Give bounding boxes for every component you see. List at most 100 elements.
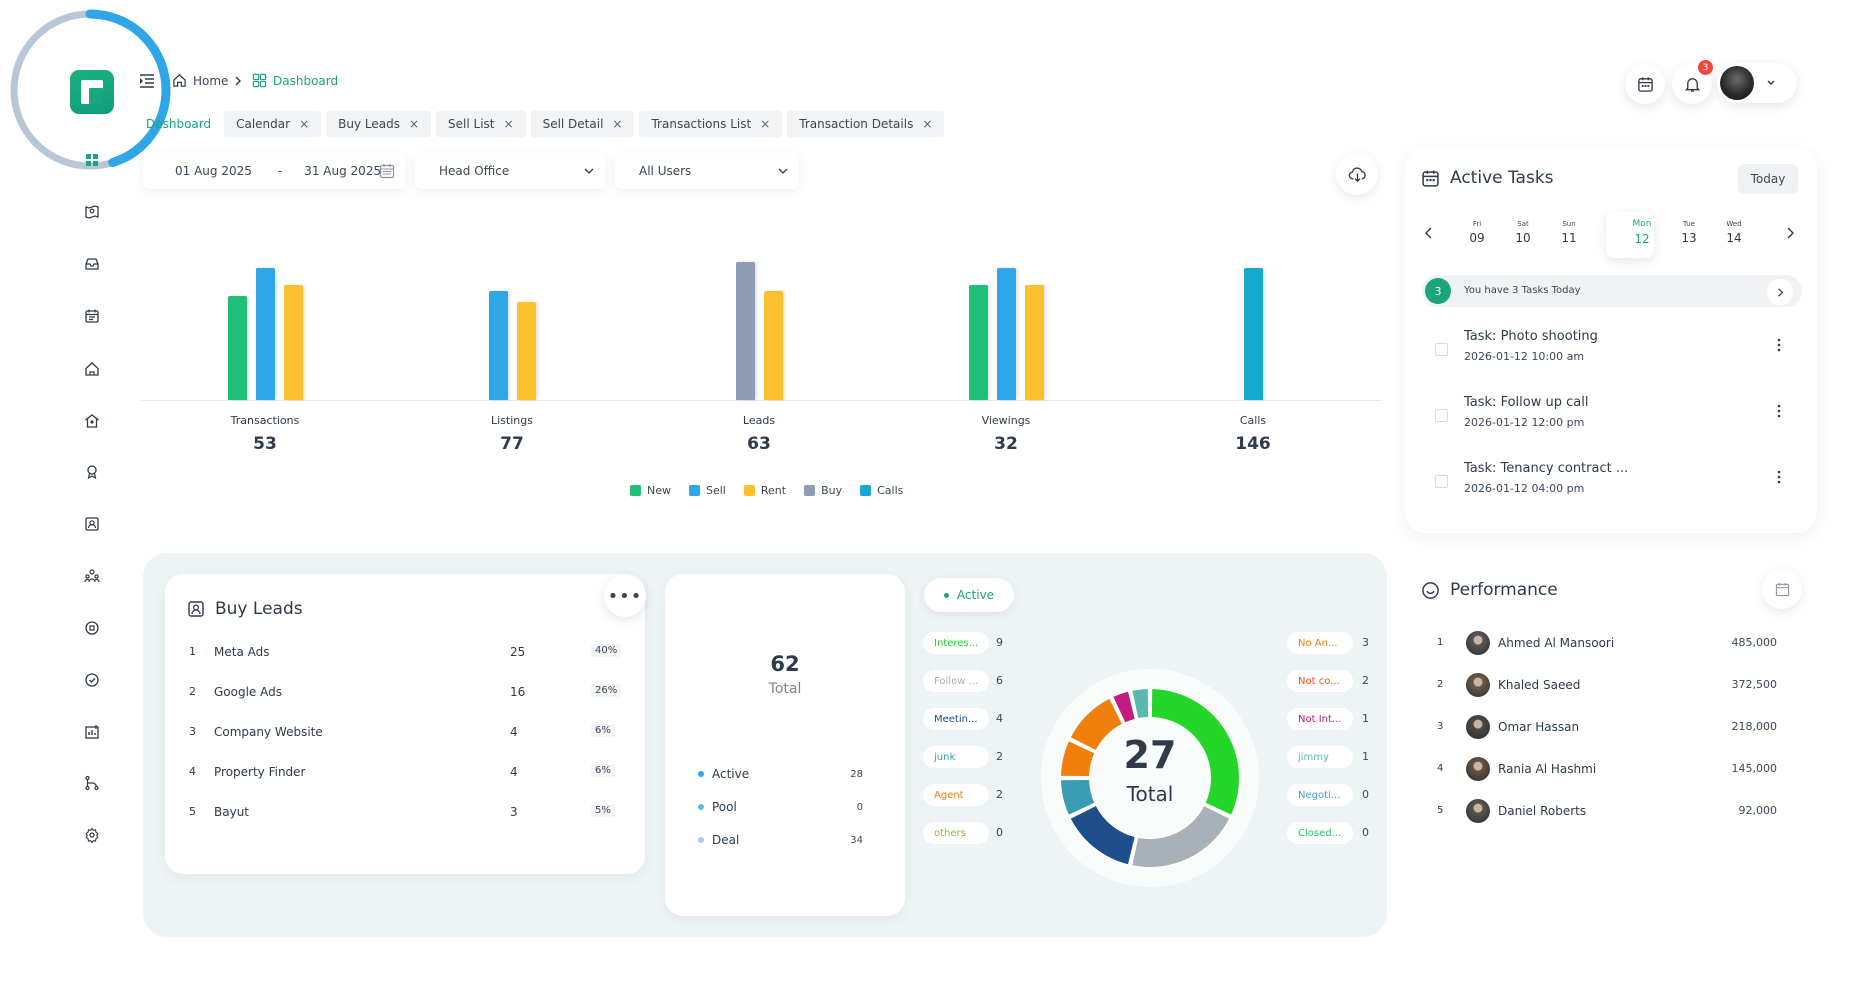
task-checkbox[interactable] <box>1435 475 1448 488</box>
menu-toggle-icon[interactable] <box>139 73 155 89</box>
status-pill[interactable]: No An... <box>1287 632 1353 654</box>
report-icon[interactable] <box>84 724 100 740</box>
date-range-filter[interactable]: 01 Aug 2025 - 31 Aug 2025 <box>143 153 405 189</box>
tasks-banner-arrow[interactable] <box>1767 279 1793 305</box>
buy-lead-row[interactable]: 5 Bayut 3 5% <box>187 804 627 825</box>
tab-transaction-details[interactable]: Transaction Details × <box>787 111 945 137</box>
legend-swatch <box>860 485 872 496</box>
property-icon[interactable] <box>84 413 100 429</box>
status-pill[interactable]: Closed... <box>1287 822 1353 844</box>
chevron-right-icon[interactable] <box>1784 226 1796 240</box>
close-icon[interactable]: × <box>503 117 514 131</box>
task-time: 10:00 am <box>1531 350 1585 363</box>
buy-lead-row[interactable]: 3 Company Website 4 6% <box>187 724 627 745</box>
performance-date-button[interactable] <box>1762 569 1802 609</box>
more-options-button[interactable]: ••• <box>604 575 646 617</box>
office-select[interactable]: Head Office <box>415 153 605 189</box>
close-icon[interactable]: × <box>922 117 933 131</box>
chevron-left-icon[interactable] <box>1423 226 1435 240</box>
status-pill[interactable]: Interes... <box>923 632 989 654</box>
breadcrumb-home[interactable]: Home <box>172 73 228 88</box>
status-pill[interactable]: Follow ... <box>923 670 989 692</box>
chevron-down-icon[interactable] <box>1765 78 1777 88</box>
close-icon[interactable]: × <box>760 117 771 131</box>
team-icon[interactable] <box>84 568 100 584</box>
task-checkbox[interactable] <box>1435 343 1448 356</box>
inbox-icon[interactable] <box>84 256 100 272</box>
buy-lead-row[interactable]: 4 Property Finder 4 6% <box>187 764 627 785</box>
calendar-icon[interactable] <box>84 308 100 324</box>
tab-buy-leads[interactable]: Buy Leads × <box>326 111 432 137</box>
legend-swatch <box>630 485 641 496</box>
legend-swatch <box>804 485 816 496</box>
tab-calendar[interactable]: Calendar × <box>224 111 322 137</box>
day-number: 10 <box>1515 231 1531 245</box>
task-item[interactable]: Task: Photo shooting 2026-01-12 10:00 am <box>1435 329 1795 375</box>
task-item[interactable]: Task: Tenancy contract ... 2026-01-12 04:… <box>1435 461 1795 507</box>
chart-baseline <box>141 400 1381 401</box>
calendar-day[interactable]: Tue 13 <box>1669 220 1709 245</box>
breadcrumb-current-label: Dashboard <box>273 73 339 88</box>
task-item[interactable]: Task: Follow up call 2026-01-12 12:00 pm <box>1435 395 1795 441</box>
tab-transactions-list[interactable]: Transactions List × <box>639 111 783 137</box>
contacts-icon[interactable] <box>84 204 100 220</box>
dashboard-icon[interactable] <box>84 152 100 168</box>
award-icon[interactable] <box>84 464 100 480</box>
status-pill[interactable]: jimmy <box>1287 746 1353 768</box>
performance-row[interactable]: 1 Ahmed Al Mansoori 485,000 <box>1437 631 1777 657</box>
ring-legend-row: Active 28 <box>698 767 863 781</box>
performance-row[interactable]: 2 Khaled Saeed 372,500 <box>1437 673 1777 699</box>
status-pill[interactable]: Meetin... <box>923 708 989 730</box>
currency-icon[interactable] <box>84 620 100 636</box>
close-icon[interactable]: × <box>408 117 420 131</box>
home-icon[interactable] <box>84 361 100 377</box>
settings-icon[interactable] <box>84 827 100 843</box>
tasks-today-banner[interactable] <box>1422 275 1802 307</box>
close-icon[interactable]: × <box>299 117 310 131</box>
performance-row[interactable]: 5 Daniel Roberts 92,000 <box>1437 799 1777 825</box>
lead-count: 4 <box>510 725 518 739</box>
row-number: 1 <box>189 645 196 658</box>
close-icon[interactable]: × <box>612 117 623 131</box>
calendar-day[interactable]: Mon 12 <box>1606 212 1654 258</box>
tab-sell-list[interactable]: Sell List × <box>436 111 526 137</box>
calendar-day[interactable]: Wed 14 <box>1714 220 1754 245</box>
performance-row[interactable]: 3 Omar Hassan 218,000 <box>1437 715 1777 741</box>
buy-lead-row[interactable]: 1 Meta Ads 25 40% <box>187 644 627 665</box>
kebab-menu-icon[interactable] <box>1777 469 1781 484</box>
performance-row[interactable]: 4 Rania Al Hashmi 145,000 <box>1437 757 1777 783</box>
buy-lead-row[interactable]: 2 Google Ads 16 26% <box>187 684 627 705</box>
status-total: 27 <box>1123 733 1177 777</box>
status-filter-active[interactable]: Active <box>924 578 1014 612</box>
tab-sell-detail[interactable]: Sell Detail × <box>530 111 635 137</box>
user-avatar[interactable] <box>1720 66 1754 100</box>
users-select[interactable]: All Users <box>615 153 799 189</box>
download-button[interactable] <box>1336 153 1378 195</box>
task-checkbox[interactable] <box>1435 409 1448 422</box>
status-pill[interactable]: junk <box>923 746 989 768</box>
status-pill[interactable]: Not Int... <box>1287 708 1353 730</box>
calendar-button[interactable] <box>1625 64 1665 104</box>
workflow-icon[interactable] <box>84 775 100 791</box>
tab-dashboard[interactable]: Dashboard <box>138 111 219 137</box>
check-circle-icon[interactable] <box>84 672 100 688</box>
chevron-right-icon <box>1777 287 1783 297</box>
status-pill[interactable]: Agent <box>923 784 989 806</box>
calendar-day[interactable]: Sat 10 <box>1503 220 1543 245</box>
kebab-menu-icon[interactable] <box>1777 403 1781 418</box>
status-pill[interactable]: others <box>923 822 989 844</box>
app-logo[interactable] <box>70 70 114 114</box>
row-number: 4 <box>189 765 196 778</box>
today-button[interactable]: Today <box>1738 164 1798 194</box>
status-pill[interactable]: Negoti... <box>1287 784 1353 806</box>
status-pill[interactable]: Not co... <box>1287 670 1353 692</box>
tab-label: Transaction Details <box>799 117 914 131</box>
kebab-menu-icon[interactable] <box>1777 337 1781 352</box>
calendar-day[interactable]: Sun 11 <box>1549 220 1589 245</box>
calendar-day[interactable]: Fri 09 <box>1457 220 1497 245</box>
contact-card-icon[interactable] <box>84 516 100 532</box>
legend-item: New <box>630 484 671 497</box>
lead-source: Bayut <box>214 805 249 819</box>
chevron-down-icon <box>584 168 594 174</box>
